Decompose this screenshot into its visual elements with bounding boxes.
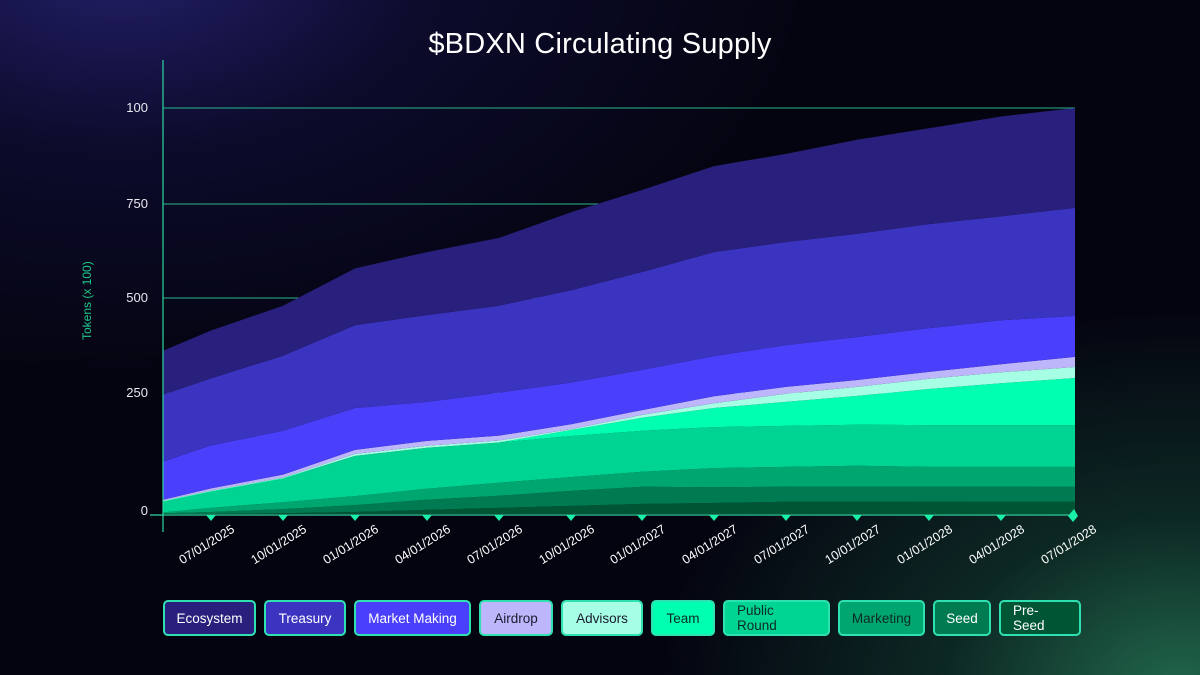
area-marketing	[163, 465, 1075, 514]
tick-marker-icon	[996, 515, 1006, 521]
y-tick-label: 250	[126, 385, 148, 400]
area-series	[163, 108, 1075, 514]
legend-item-treasury[interactable]: Treasury	[264, 600, 346, 636]
tick-marker-icon	[422, 515, 432, 521]
y-tick-label: 0	[140, 503, 148, 518]
area-team	[163, 378, 1075, 503]
y-tick-label: 500	[126, 290, 148, 305]
tick-marker-icon	[566, 515, 576, 521]
area-pre-seed	[163, 501, 1075, 514]
axes	[150, 60, 1075, 532]
y-tick-label: 750	[126, 196, 148, 211]
legend-item-pre-seed[interactable]: Pre-Seed	[999, 600, 1081, 636]
legend-item-ecosystem[interactable]: Ecosystem	[163, 600, 256, 636]
legend-item-market-making[interactable]: Market Making	[354, 600, 471, 636]
legend-item-marketing[interactable]: Marketing	[838, 600, 925, 636]
area-ecosystem	[163, 108, 1075, 395]
tick-marker-icon	[924, 515, 934, 521]
tick-marker-icon	[637, 515, 647, 521]
tick-marker-icon	[1068, 509, 1078, 522]
legend-item-advisors[interactable]: Advisors	[561, 600, 643, 636]
area-airdrop	[163, 356, 1075, 501]
legend-item-public-round[interactable]: Public Round	[723, 600, 830, 636]
legend-item-seed[interactable]: Seed	[933, 600, 991, 636]
area-market-making	[163, 315, 1075, 500]
chart-title: $BDXN Circulating Supply	[428, 28, 772, 60]
tick-marker-icon	[350, 515, 360, 521]
legend-item-airdrop[interactable]: Airdrop	[479, 600, 553, 636]
tick-marker-icon	[709, 515, 719, 521]
tick-marker-icon	[206, 515, 216, 521]
legend: Ecosystem Treasury Market Making Airdrop Adv…	[163, 600, 1081, 636]
y-tick-label: 100	[126, 100, 148, 115]
area-public-round	[163, 424, 1075, 513]
area-seed	[163, 486, 1075, 514]
area-treasury	[163, 207, 1075, 462]
legend-item-team[interactable]: Team	[651, 600, 715, 636]
tick-marker-icon	[494, 515, 504, 521]
x-tick-markers	[206, 509, 1078, 522]
tick-marker-icon	[852, 515, 862, 521]
area-advisors	[163, 367, 1075, 502]
tick-marker-icon	[781, 515, 791, 521]
tick-marker-icon	[278, 515, 288, 521]
